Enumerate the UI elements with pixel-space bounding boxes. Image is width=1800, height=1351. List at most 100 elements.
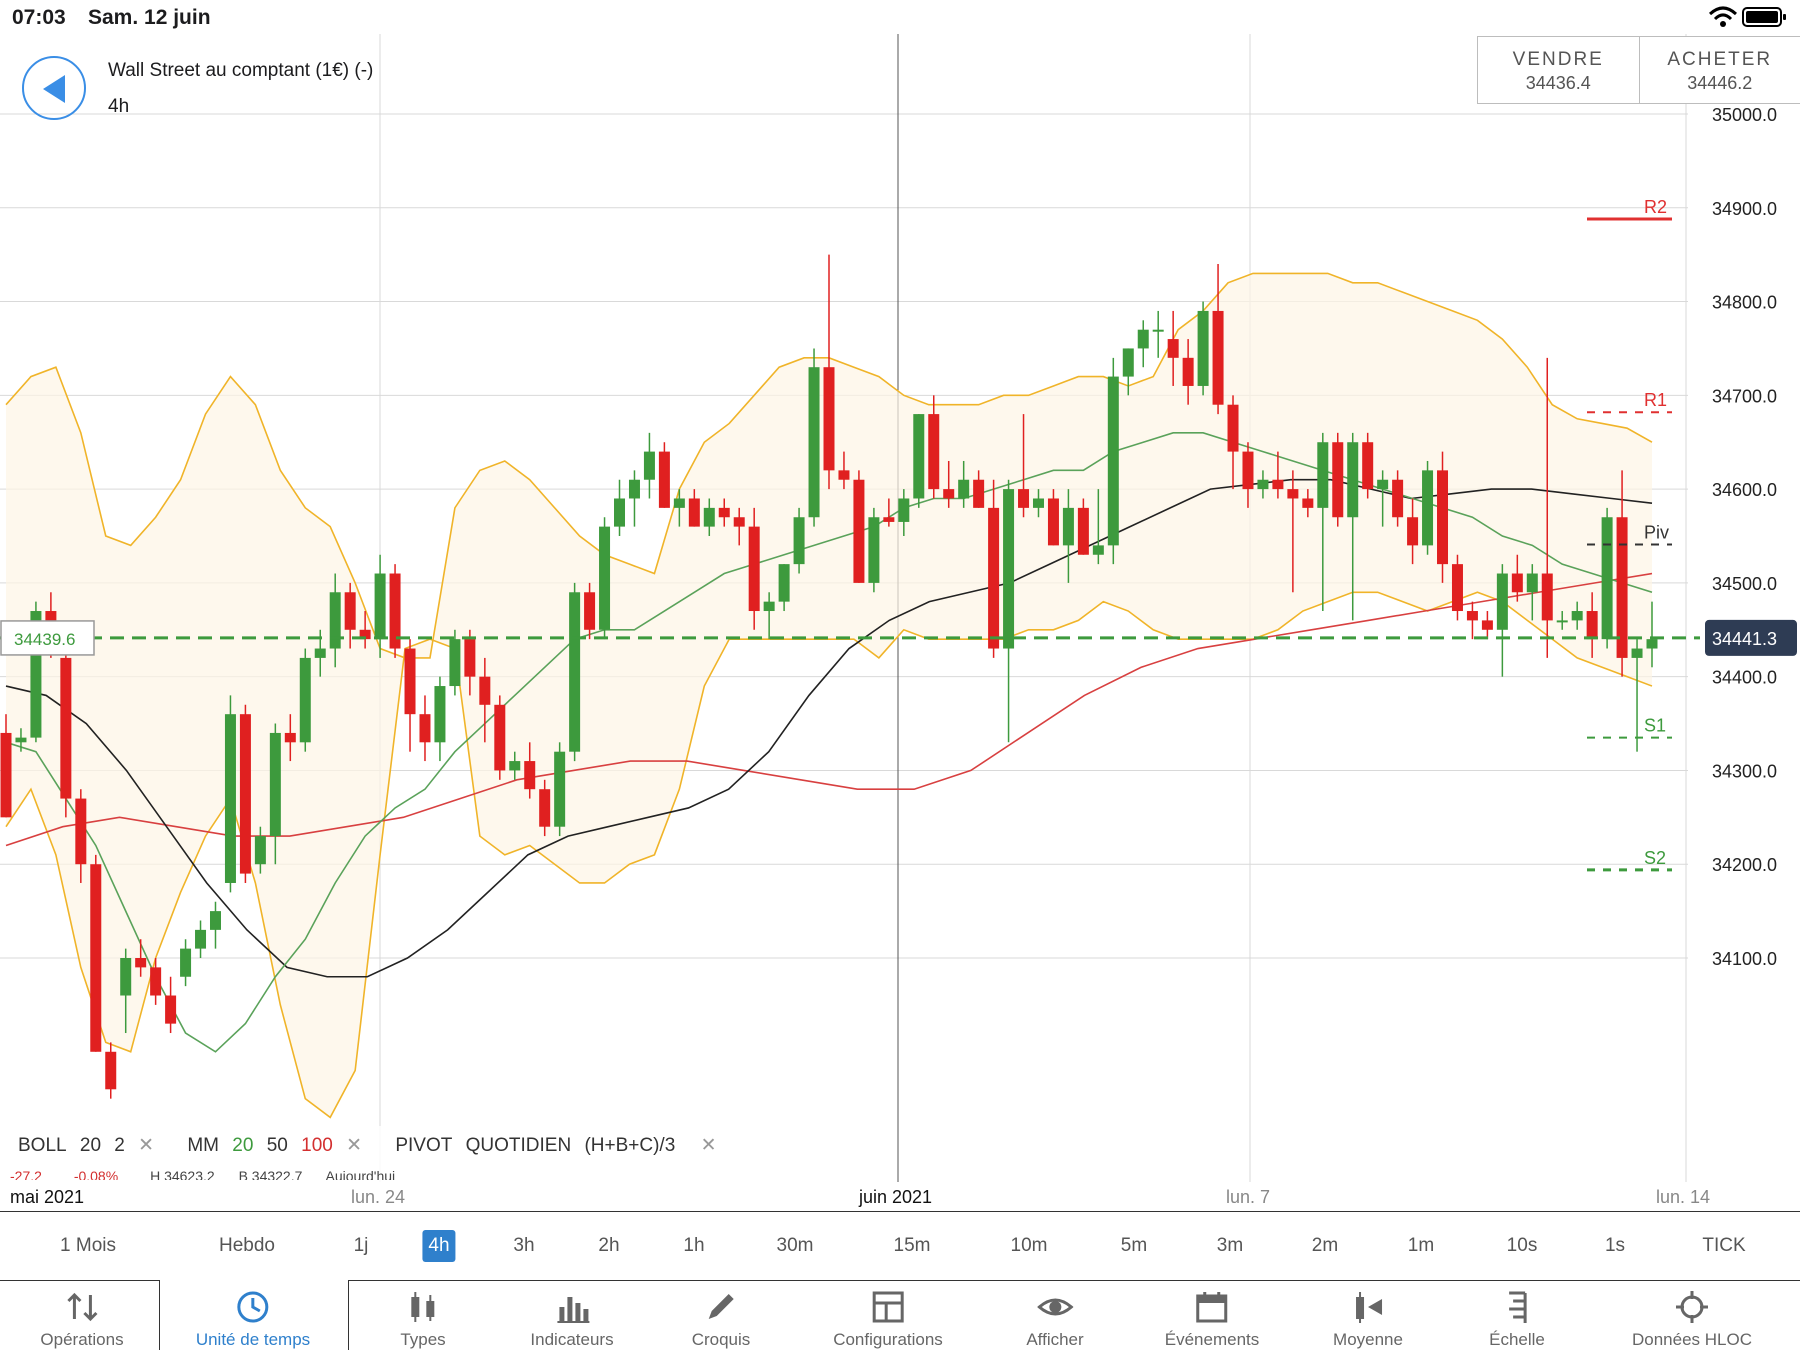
xaxis-label-june: juin 2021 — [859, 1187, 932, 1208]
candle-body — [898, 498, 909, 521]
toolbar-separator — [348, 1280, 349, 1350]
candle-body — [1587, 611, 1598, 639]
candle-body — [434, 686, 445, 742]
hover-price-label: 34439.6 — [14, 630, 75, 649]
candle-body — [315, 649, 326, 658]
candle-body — [1168, 339, 1179, 358]
timeframe-2h[interactable]: 2h — [592, 1230, 625, 1262]
timeframe-15m[interactable]: 15m — [888, 1230, 937, 1262]
candle-body — [464, 639, 475, 677]
mm-period-20: 20 — [232, 1135, 253, 1156]
candle-body — [1527, 574, 1538, 593]
toolbar-layout-button[interactable]: Configurations — [833, 1281, 943, 1351]
timeframe-30m[interactable]: 30m — [771, 1230, 820, 1262]
pivot-close-icon[interactable]: ✕ — [701, 1135, 717, 1156]
toolbar-label: Types — [400, 1330, 445, 1350]
toolbar-calendar-button[interactable]: Événements — [1165, 1281, 1260, 1351]
candle-body — [285, 733, 296, 742]
stat-high: H 34623.2 — [150, 1168, 215, 1180]
candle-body — [135, 958, 146, 967]
candle-body — [105, 1052, 116, 1090]
toolbar-label: Configurations — [833, 1330, 943, 1350]
timeframe-10s[interactable]: 10s — [1501, 1230, 1544, 1262]
price-chart[interactable]: R2R1PivS1S235000.034900.034800.034700.03… — [0, 34, 1800, 1184]
toolbar-candles-button[interactable]: Types — [400, 1281, 445, 1351]
toolbar-separator — [159, 1280, 160, 1350]
stat-low: B 34322.7 — [239, 1168, 303, 1180]
toolbar-label: Croquis — [692, 1330, 751, 1350]
timeframe-2m[interactable]: 2m — [1306, 1230, 1344, 1262]
battery-icon — [1742, 6, 1788, 28]
timeframe-hebdo[interactable]: Hebdo — [213, 1230, 281, 1262]
candle-body — [599, 527, 610, 630]
candle-body — [1647, 639, 1658, 648]
mm-label[interactable]: MM — [187, 1135, 219, 1156]
timeframe-3h[interactable]: 3h — [507, 1230, 540, 1262]
mm-close-icon[interactable]: ✕ — [346, 1135, 362, 1156]
candle-body — [150, 967, 161, 995]
timeframe-tick[interactable]: TICK — [1696, 1230, 1751, 1262]
y-tick-label: 34300.0 — [1712, 761, 1777, 781]
wifi-icon — [1708, 6, 1738, 28]
candle-body — [1272, 480, 1283, 489]
candle-body — [1183, 358, 1194, 386]
mm-period-100: 100 — [301, 1135, 333, 1156]
toolbar-updown-arrows-button[interactable]: Opérations — [40, 1281, 123, 1351]
y-tick-label: 34600.0 — [1712, 480, 1777, 500]
candle-body — [1018, 489, 1029, 508]
toolbar-crosshair-button[interactable]: Données HLOC — [1632, 1281, 1752, 1351]
candle-body — [1, 733, 12, 817]
calendar-icon — [1194, 1289, 1230, 1325]
candle-body — [868, 517, 879, 583]
boll-label[interactable]: BOLL — [18, 1135, 67, 1156]
timeframe-1-mois[interactable]: 1 Mois — [54, 1230, 122, 1262]
candle-body — [1213, 311, 1224, 405]
candle-body — [345, 592, 356, 630]
toolbar-eye-button[interactable]: Afficher — [1026, 1281, 1083, 1351]
candle-body — [719, 508, 730, 517]
candle-body — [300, 658, 311, 742]
candle-body — [1033, 498, 1044, 507]
sell-label: VENDRE — [1478, 49, 1639, 71]
candle-body — [1482, 620, 1493, 629]
toolbar-average-button[interactable]: Moyenne — [1333, 1281, 1403, 1351]
candle-body — [764, 602, 775, 611]
timeframe-1s[interactable]: 1s — [1599, 1230, 1631, 1262]
candle-body — [1138, 330, 1149, 349]
timeframe-10m[interactable]: 10m — [1005, 1230, 1054, 1262]
clock-icon — [235, 1289, 271, 1325]
timeframe-1m[interactable]: 1m — [1402, 1230, 1440, 1262]
active-tab-gap — [160, 1280, 348, 1282]
candle-body — [1437, 470, 1448, 564]
candle-body — [1572, 611, 1583, 620]
candle-body — [644, 452, 655, 480]
timeframe-5m[interactable]: 5m — [1115, 1230, 1153, 1262]
pivot-label[interactable]: PIVOT — [395, 1135, 452, 1156]
timeframe-1h[interactable]: 1h — [677, 1230, 710, 1262]
toolbar-label: Indicateurs — [530, 1330, 613, 1350]
toolbar-scale-button[interactable]: Échelle — [1489, 1281, 1545, 1351]
back-button[interactable] — [22, 56, 86, 120]
status-date: Sam. 12 juin — [88, 6, 211, 30]
sell-button[interactable]: VENDRE 34436.4 — [1478, 37, 1639, 103]
candle-body — [1392, 480, 1403, 518]
timeframe-1j[interactable]: 1j — [348, 1230, 375, 1262]
timeframe-4h[interactable]: 4h — [422, 1230, 455, 1262]
toolbar-pencil-button[interactable]: Croquis — [692, 1281, 751, 1351]
candle-body — [674, 498, 685, 507]
timeframe-bar: 1 Mois Hebdo 1j 4h 3h 2h 1h 30m 15m 10m 5m 3m 2m 1m 10… — [0, 1224, 1800, 1268]
boll-close-icon[interactable]: ✕ — [138, 1135, 154, 1156]
candle-body — [90, 864, 101, 1052]
stat-percent: -0.08% — [74, 1168, 118, 1180]
buy-button[interactable]: ACHETER 34446.2 — [1639, 37, 1800, 103]
toolbar-bars-button[interactable]: Indicateurs — [530, 1281, 613, 1351]
candle-body — [1407, 517, 1418, 545]
candle-body — [809, 367, 820, 517]
toolbar-clock-button[interactable]: Unité de temps — [196, 1281, 310, 1351]
candle-body — [614, 498, 625, 526]
timeframe-3m[interactable]: 3m — [1211, 1230, 1249, 1262]
candle-body — [794, 517, 805, 564]
candle-body — [1452, 564, 1463, 611]
candle-body — [1228, 405, 1239, 452]
toolbar-label: Unité de temps — [196, 1330, 310, 1350]
